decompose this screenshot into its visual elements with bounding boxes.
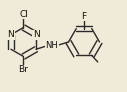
Text: Br: Br	[19, 65, 28, 74]
Text: F: F	[81, 12, 87, 21]
Text: N: N	[33, 30, 39, 39]
Text: N: N	[8, 30, 14, 39]
Text: Cl: Cl	[19, 10, 28, 19]
Text: NH: NH	[45, 41, 58, 50]
